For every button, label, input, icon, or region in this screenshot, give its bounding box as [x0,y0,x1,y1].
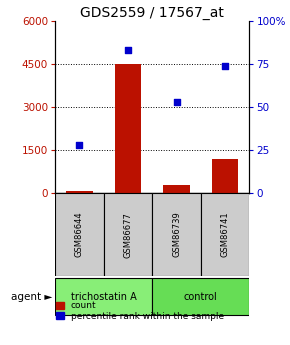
Title: GDS2559 / 17567_at: GDS2559 / 17567_at [80,6,224,20]
Bar [55,193,104,276]
Bar [152,193,201,276]
Bar [66,190,93,193]
Text: GSM86739: GSM86739 [172,212,181,257]
Text: trichostatin A: trichostatin A [71,292,137,302]
Point [223,63,227,68]
Bar [212,159,238,193]
Text: GSM86677: GSM86677 [124,212,133,257]
Point [126,47,130,53]
Bar [104,193,152,276]
Bar [152,278,249,315]
Bar [163,186,190,193]
Bar [115,65,141,193]
Text: GSM86644: GSM86644 [75,212,84,257]
Legend: count, percentile rank within the sample: count, percentile rank within the sample [56,301,224,321]
Point [174,99,179,105]
Bar [55,278,152,315]
Text: GSM86741: GSM86741 [221,212,230,257]
Text: control: control [184,292,218,302]
Point [77,142,82,148]
Text: agent ►: agent ► [11,292,52,302]
Bar [201,193,249,276]
